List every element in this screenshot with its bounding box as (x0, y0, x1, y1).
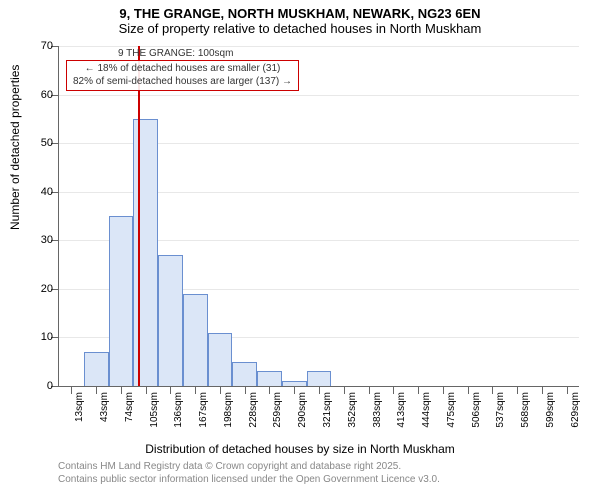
histogram-bar (232, 362, 257, 386)
x-tick (443, 386, 444, 394)
x-tick-label: 321sqm (322, 392, 333, 440)
y-tick-label: 0 (25, 380, 53, 392)
histogram-bar (257, 371, 282, 386)
x-tick (393, 386, 394, 394)
x-tick-label: 475sqm (446, 392, 457, 440)
histogram-bar (208, 333, 233, 386)
x-tick-label: 506sqm (471, 392, 482, 440)
x-tick (294, 386, 295, 394)
x-tick-label: 352sqm (347, 392, 358, 440)
x-tick-label: 568sqm (520, 392, 531, 440)
y-tick-label: 10 (25, 331, 53, 343)
x-tick (220, 386, 221, 394)
annotation-title: 9 THE GRANGE: 100sqm (118, 48, 233, 59)
x-tick-label: 105sqm (149, 392, 160, 440)
x-tick-label: 290sqm (297, 392, 308, 440)
attribution: Contains HM Land Registry data © Crown c… (58, 460, 440, 486)
x-tick (121, 386, 122, 394)
y-axis-label: Number of detached properties (8, 65, 22, 230)
x-tick (245, 386, 246, 394)
x-tick-label: 43sqm (99, 392, 110, 440)
x-tick (170, 386, 171, 394)
x-tick (71, 386, 72, 394)
x-tick (96, 386, 97, 394)
x-tick-label: 599sqm (545, 392, 556, 440)
attribution-line2: Contains public sector information licen… (58, 473, 440, 486)
x-tick-label: 413sqm (396, 392, 407, 440)
histogram-bar (183, 294, 208, 386)
histogram-bar (307, 371, 332, 386)
x-tick (269, 386, 270, 394)
x-tick-label: 74sqm (124, 392, 135, 440)
title-sub: Size of property relative to detached ho… (0, 21, 600, 40)
y-tick-label: 50 (25, 137, 53, 149)
histogram-bar (133, 119, 158, 386)
chart-container: 9, THE GRANGE, NORTH MUSKHAM, NEWARK, NG… (0, 0, 600, 500)
histogram-bar (109, 216, 134, 386)
x-tick (517, 386, 518, 394)
gridline-h (59, 95, 579, 96)
x-tick (567, 386, 568, 394)
y-tick-label: 60 (25, 89, 53, 101)
marker-line (138, 46, 140, 386)
x-tick (195, 386, 196, 394)
x-tick (344, 386, 345, 394)
x-tick (418, 386, 419, 394)
attribution-line1: Contains HM Land Registry data © Crown c… (58, 460, 440, 473)
x-tick (319, 386, 320, 394)
x-tick-label: 383sqm (372, 392, 383, 440)
x-axis-label: Distribution of detached houses by size … (0, 442, 600, 456)
x-tick-label: 13sqm (74, 392, 85, 440)
y-tick-label: 40 (25, 186, 53, 198)
histogram-bar (158, 255, 183, 386)
x-tick (468, 386, 469, 394)
x-tick-label: 629sqm (570, 392, 581, 440)
x-tick-label: 444sqm (421, 392, 432, 440)
x-tick-label: 228sqm (248, 392, 259, 440)
y-tick-label: 20 (25, 283, 53, 295)
gridline-h (59, 46, 579, 47)
histogram-bar (282, 381, 307, 386)
plot-area: 010203040506070 (58, 46, 579, 387)
x-tick-label: 198sqm (223, 392, 234, 440)
x-tick-label: 136sqm (173, 392, 184, 440)
annotation-line1: ← 18% of detached houses are smaller (31… (73, 63, 292, 76)
x-tick-label: 537sqm (495, 392, 506, 440)
annotation-box: ← 18% of detached houses are smaller (31… (66, 60, 299, 91)
x-tick (146, 386, 147, 394)
title-main: 9, THE GRANGE, NORTH MUSKHAM, NEWARK, NG… (0, 0, 600, 21)
x-tick (542, 386, 543, 394)
x-tick-label: 167sqm (198, 392, 209, 440)
histogram-bar (84, 352, 109, 386)
annotation-line2: 82% of semi-detached houses are larger (… (73, 76, 292, 89)
x-tick-label: 259sqm (272, 392, 283, 440)
y-tick-label: 30 (25, 234, 53, 246)
x-tick (492, 386, 493, 394)
x-tick (369, 386, 370, 394)
y-tick-label: 70 (25, 40, 53, 52)
plot-wrapper: 010203040506070 9 THE GRANGE: 100sqm ← 1… (58, 46, 578, 416)
